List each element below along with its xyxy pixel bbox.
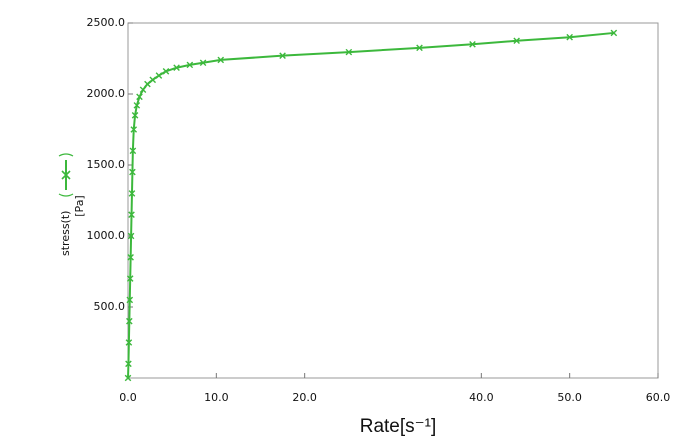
- data-point: [125, 360, 132, 368]
- data-point: [217, 56, 225, 64]
- legend-marker: [61, 170, 71, 180]
- data-point: [129, 147, 137, 155]
- y-tick-label: 1500.0: [87, 158, 126, 171]
- data-point: [125, 339, 133, 346]
- data-point: [279, 52, 286, 59]
- legend-name: stress(t): [59, 211, 72, 256]
- data-point: [162, 67, 170, 75]
- data-point: [566, 33, 573, 41]
- data-point: [131, 112, 139, 119]
- x-tick-label: 0.0: [119, 391, 137, 404]
- data-point: [513, 37, 520, 45]
- data-point: [127, 254, 134, 261]
- data-point: [128, 190, 136, 197]
- data-point: [149, 76, 157, 84]
- data-point: [199, 59, 207, 67]
- y-tick-label: 1000.0: [87, 229, 126, 242]
- x-axis-label: Rate[s⁻¹]: [360, 416, 437, 437]
- data-point: [186, 61, 194, 69]
- data-point: [345, 48, 353, 56]
- series-line: [127, 31, 614, 379]
- data-point: [173, 64, 180, 72]
- x-tick-label: 40.0: [469, 391, 494, 404]
- data-point: [610, 29, 618, 37]
- y-tick-label: 2500.0: [87, 16, 126, 29]
- x-tick-label: 60.0: [646, 391, 671, 404]
- y-tick-label: 2000.0: [87, 87, 126, 100]
- data-point: [124, 374, 132, 382]
- data-point: [469, 41, 476, 48]
- data-point: [126, 275, 134, 282]
- data-point: [129, 168, 136, 176]
- data-point: [416, 44, 423, 52]
- data-point: [155, 72, 163, 79]
- data-point: [126, 317, 133, 325]
- data-point: [128, 211, 135, 218]
- x-tick-label: 20.0: [292, 391, 317, 404]
- data-point: [133, 102, 141, 109]
- y-tick-label: 500.0: [94, 300, 126, 313]
- legend-paren: [58, 153, 74, 197]
- data-point: [136, 93, 143, 101]
- y-axis-legend: stress(t)[Pa]: [58, 153, 86, 256]
- data-point: [144, 80, 151, 88]
- y-axis-label: [Pa]: [73, 195, 86, 216]
- data-point: [130, 126, 138, 133]
- x-tick-label: 10.0: [204, 391, 229, 404]
- data-point: [126, 296, 134, 304]
- data-point: [127, 232, 135, 240]
- x-tick-label: 50.0: [557, 391, 582, 404]
- plot-frame: [127, 22, 659, 379]
- data-point: [139, 86, 147, 94]
